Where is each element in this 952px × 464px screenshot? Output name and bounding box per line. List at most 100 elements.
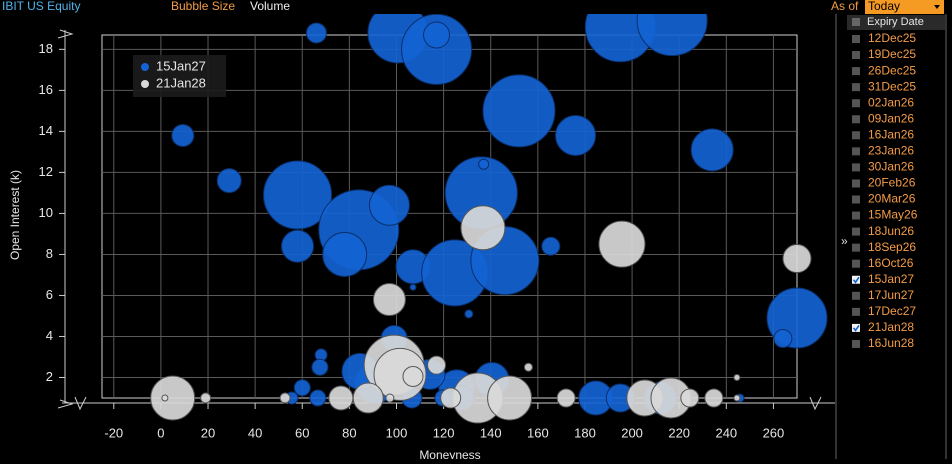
x-axis-title: Moneyness — [419, 448, 480, 459]
bubble — [263, 160, 333, 230]
panel-toggle[interactable]: » — [841, 234, 848, 248]
expiry-checkbox[interactable] — [852, 227, 860, 236]
expiry-label[interactable]: 16Jun28 — [868, 336, 914, 350]
x-tick-label: 160 — [527, 425, 549, 440]
bubble — [216, 168, 242, 194]
bubble — [171, 123, 195, 147]
bubble — [150, 375, 196, 421]
bubble — [385, 393, 395, 403]
expiry-label[interactable]: 26Dec25 — [868, 63, 916, 77]
y-tick-label: 18 — [39, 41, 53, 56]
expiry-label[interactable]: 15May26 — [868, 208, 918, 222]
y-tick-label: 14 — [39, 123, 53, 138]
axis-break-x — [74, 396, 822, 411]
check-mark[interactable] — [852, 276, 860, 284]
y-tick-label: 10 — [39, 205, 53, 220]
expiry-checkbox[interactable] — [852, 323, 860, 332]
x-tick-label: 100 — [386, 425, 408, 440]
bubble — [281, 229, 315, 263]
expiry-label[interactable]: 31Dec25 — [868, 79, 916, 93]
expiry-checkbox[interactable] — [852, 259, 860, 268]
expiry-label[interactable]: 17Jun27 — [868, 288, 914, 302]
expiry-checkbox[interactable] — [852, 243, 860, 252]
expiry-checkbox[interactable] — [852, 67, 860, 76]
bubble — [372, 283, 406, 317]
bubble — [680, 388, 700, 408]
bubble — [322, 231, 368, 277]
expiry-label[interactable]: 19Dec25 — [868, 47, 916, 61]
y-tick-label: 4 — [46, 328, 53, 343]
ticker[interactable]: IBIT US Equity — [2, 0, 80, 13]
bubble — [464, 309, 474, 319]
x-tick-label: 240 — [715, 425, 737, 440]
expiry-label[interactable]: 15Jan27 — [868, 272, 914, 286]
expiry-checkbox[interactable] — [852, 195, 860, 204]
x-tick-label: 20 — [201, 425, 215, 440]
expiry-label[interactable]: 20Feb26 — [868, 176, 916, 190]
expiry-checkbox[interactable] — [852, 131, 860, 140]
x-tick-label: 60 — [295, 425, 309, 440]
x-tick-label: 40 — [248, 425, 262, 440]
expiry-checkbox[interactable] — [852, 83, 860, 92]
select-all-checkbox[interactable] — [852, 18, 860, 26]
expiry-label[interactable]: 16Oct26 — [868, 256, 914, 270]
y-tick-label: 8 — [46, 246, 53, 261]
expiry-checkbox[interactable] — [852, 99, 860, 108]
bubble-size-value[interactable]: Volume — [250, 0, 290, 13]
bubble — [541, 236, 561, 256]
bubble — [279, 392, 291, 404]
as-of-value[interactable]: Today — [868, 0, 900, 13]
expiry-label[interactable]: 20Mar26 — [868, 192, 916, 206]
y-tick-label: 12 — [39, 164, 53, 179]
as-of-label: As of — [831, 0, 859, 13]
expiry-label[interactable]: 18Sep26 — [868, 240, 916, 254]
bubbles — [150, 14, 828, 424]
expiry-checkbox[interactable] — [852, 51, 860, 60]
bubble — [598, 220, 646, 268]
bubble — [309, 389, 327, 407]
expiry-checkbox[interactable] — [852, 35, 860, 43]
bubble — [352, 382, 384, 414]
expiry-label[interactable]: 18Jun26 — [868, 224, 914, 238]
bubble — [523, 362, 533, 372]
expiry-label[interactable]: 23Jan26 — [868, 144, 914, 158]
expiry-label[interactable]: 02Jan26 — [868, 95, 914, 109]
x-tick-label: 80 — [342, 425, 356, 440]
bubble — [200, 392, 212, 404]
bubble — [311, 358, 329, 376]
y-tick-label: 16 — [39, 82, 53, 97]
expiry-checkbox[interactable] — [852, 179, 860, 188]
bubble — [409, 283, 417, 291]
bubble — [423, 21, 451, 49]
expiry-checkbox[interactable] — [852, 211, 860, 220]
bubble — [487, 375, 533, 421]
check-mark[interactable] — [852, 324, 860, 332]
expiry-label[interactable]: 17Dec27 — [868, 304, 916, 318]
x-tick-label: 260 — [763, 425, 785, 440]
x-tick-label: 220 — [668, 425, 690, 440]
bubble — [440, 387, 462, 409]
expiry-checkbox[interactable] — [852, 115, 860, 124]
bubble — [401, 14, 473, 85]
legend-marker — [141, 63, 149, 71]
dropdown-arrow[interactable] — [934, 5, 940, 9]
x-tick-label: -20 — [104, 425, 123, 440]
expiry-label[interactable]: 09Jan26 — [868, 111, 914, 125]
bubble — [161, 394, 169, 402]
expiry-checkbox[interactable] — [852, 339, 860, 348]
as-of-input[interactable] — [865, 0, 944, 14]
expiry-label[interactable]: 30Jan26 — [868, 160, 914, 174]
expiry-checkbox[interactable] — [852, 163, 860, 172]
bubble — [704, 388, 724, 408]
expiry-label[interactable]: 12Dec25 — [868, 31, 916, 45]
bubble — [368, 184, 410, 226]
bubble — [773, 329, 793, 349]
expiry-checkbox[interactable] — [852, 147, 860, 156]
axis-break-y — [57, 29, 74, 409]
expiry-label[interactable]: 16Jan26 — [868, 127, 914, 141]
expiry-checkbox[interactable] — [852, 275, 860, 284]
expiry-checkbox[interactable] — [852, 307, 860, 316]
y-axis-title: Open Interest (k) — [8, 170, 22, 260]
expiry-label[interactable]: 21Jan28 — [868, 320, 914, 334]
expiry-checkbox[interactable] — [852, 291, 860, 300]
